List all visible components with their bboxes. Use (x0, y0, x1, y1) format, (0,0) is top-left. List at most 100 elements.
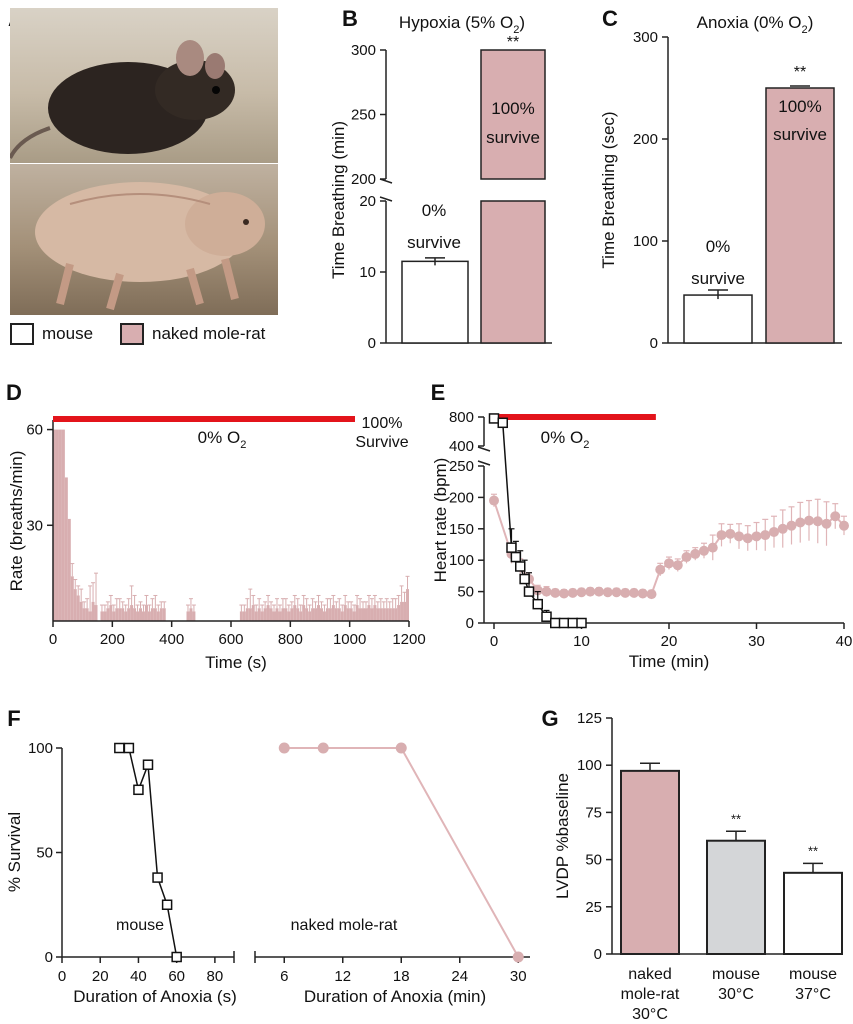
chart-e-mouse-point (558, 617, 570, 629)
chart-g-bar (620, 769, 680, 956)
chart-b-y-tick-label: 250 (351, 107, 376, 124)
chart-d-bar (379, 608, 383, 621)
chart-d-bar (133, 608, 137, 621)
chart-f-mouse-point (171, 951, 182, 963)
legend-swatch-mouse (10, 323, 34, 345)
chart-c-bar-label: 100% (778, 97, 821, 116)
chart-d-bar (109, 605, 113, 621)
chart-e-nmr-point (839, 520, 849, 531)
chart-c-y-tick-label: 100 (633, 233, 658, 250)
chart-d-bar (317, 605, 320, 621)
chart-e-nmr-point (602, 587, 613, 598)
chart-b-bar-label: 0% (422, 201, 447, 220)
chart-e-y-tick-label: 400 (449, 438, 474, 455)
chart-e-nmr-point (611, 587, 622, 598)
chart-f-mouse-x-tick-label: 0 (58, 968, 66, 985)
chart-d-bar (127, 608, 131, 621)
chart-e-mouse-point (488, 413, 500, 424)
chart-d-bar (91, 601, 95, 621)
chart-e-nmr-point (655, 564, 666, 575)
chart-d-bar (388, 608, 392, 621)
chart-e-mouse-point (550, 617, 561, 629)
chart-e-anoxia-bar (494, 414, 656, 420)
chart-e-axis-break-mark (477, 446, 491, 452)
chart-f-mouse-point (123, 742, 135, 754)
chart-d-bar (266, 605, 270, 621)
chart-g-x-tick-label: 37°C (795, 986, 831, 1003)
chart-c-title: Anoxia (0% O2) (697, 13, 814, 36)
chart-c-significance: ** (794, 64, 806, 81)
chart-d-bar (53, 429, 56, 621)
chart-e-nmr-point (664, 558, 674, 569)
chart-d-bar (296, 608, 300, 621)
chart-d-x-tick-label: 200 (100, 631, 125, 648)
chart-g-bar (706, 839, 766, 955)
chart-c-bar-naked-mole-rat (765, 87, 835, 344)
chart-d-bar (121, 608, 125, 621)
chart-d-bar (400, 601, 404, 621)
chart-d-bar (136, 611, 140, 621)
chart-d-y-tick-label: 30 (26, 517, 43, 534)
chart-d-bar (55, 429, 59, 621)
chart-b-bar-label: survive (407, 233, 461, 252)
chart-d-bar (118, 608, 122, 621)
chart-b-y-label: Time Breathing (min) (329, 121, 348, 279)
chart-d-bar (82, 608, 86, 621)
chart-d-bar (322, 611, 326, 621)
chart-d-bar (352, 611, 356, 621)
chart-d-bar (85, 608, 89, 621)
chart-d-bar (130, 605, 134, 621)
chart-c-bar-label: survive (773, 125, 827, 144)
chart-d-x-label: Time (s) (205, 653, 267, 672)
chart-d-bar (260, 611, 264, 621)
chart-b-bar-label: survive (486, 128, 540, 147)
chart-e-x-tick-label: 30 (748, 633, 765, 650)
chart-b-bar-naked-mole-rat-lower (480, 200, 546, 344)
chart-b-bar-label: 100% (491, 99, 534, 118)
chart-e-mouse-point (515, 561, 526, 572)
chart-e-nmr-point (541, 586, 552, 597)
chart-d-bar (162, 608, 166, 621)
chart-e-nmr-point (742, 533, 753, 544)
chart-g-x-tick-label: naked (628, 966, 672, 983)
chart-f-nmr-x-tick-label: 6 (280, 968, 288, 985)
chart-e-nmr-point (567, 587, 578, 598)
chart-d-bar (302, 605, 306, 621)
legend-mouse: mouse (10, 322, 93, 346)
chart-d-bar (334, 608, 338, 621)
chart-b-bar-mouse (401, 260, 469, 344)
chart-d-bar (358, 608, 362, 621)
chart-f-nmr-x-tick-label: 24 (451, 968, 468, 985)
chart-e-y-tick-label: 50 (457, 584, 474, 601)
chart-d-bar (103, 611, 107, 621)
chart-d-bar (239, 611, 243, 621)
chart-e-nmr-point (795, 517, 806, 528)
chart-f-nmr-series-label: naked mole-rat (291, 917, 398, 934)
chart-d-bar (67, 518, 71, 621)
chart-e-y-tick-label: 800 (449, 409, 474, 426)
chart-d-x-tick-label: 0 (49, 631, 57, 648)
chart-d-bar (361, 608, 365, 621)
chart-g-y-tick-label: 50 (585, 852, 602, 869)
chart-e-nmr-point (585, 586, 596, 597)
chart-e-y-label: Heart rate (bpm) (431, 458, 450, 583)
chart-b-axis-break-mark (379, 196, 393, 202)
chart-b-bar-naked-mole-rat-upper (480, 49, 546, 180)
chart-e-nmr-point (786, 520, 797, 531)
chart-d-bar (287, 611, 291, 621)
chart-e-nmr-point (489, 495, 499, 506)
chart-e-nmr-point (830, 511, 841, 522)
chart-d-bar (343, 605, 347, 621)
chart-b-significance: ** (507, 34, 519, 51)
chart-f-nmr-point (317, 742, 329, 754)
chart-g-bar (783, 871, 843, 955)
chart-e-mouse-point (523, 586, 535, 597)
chart-d-bar (88, 611, 92, 621)
chart-g-y-label: LVDP %baseline (553, 773, 572, 899)
chart-f-mouse-x-tick-label: 60 (168, 968, 185, 985)
chart-d-bar (397, 605, 401, 621)
chart-d-bar (391, 608, 395, 621)
chart-f-y-tick-label: 0 (45, 949, 53, 966)
chart-e-nmr-point (812, 516, 823, 527)
chart-e-nmr-point (751, 531, 762, 542)
